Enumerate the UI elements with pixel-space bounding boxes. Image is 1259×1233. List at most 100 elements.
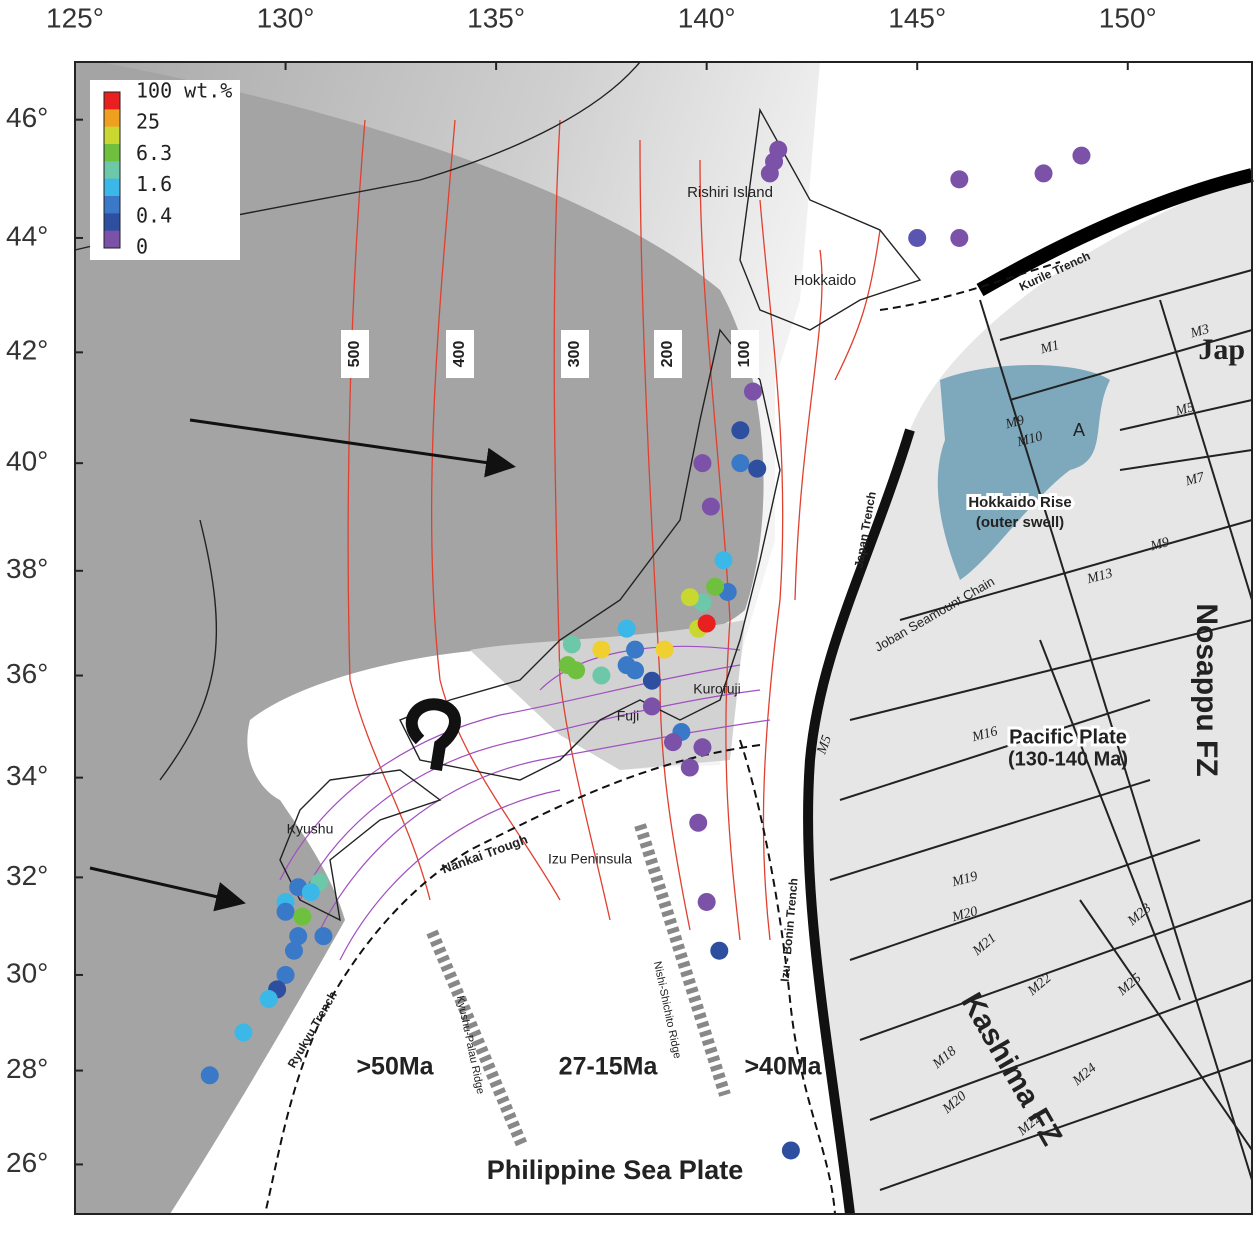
sample-point — [276, 902, 295, 921]
sample-point — [301, 883, 320, 902]
colorbar-label: 25 — [136, 110, 160, 134]
sample-point — [748, 459, 767, 478]
sample-point — [592, 640, 611, 659]
sample-point — [200, 1066, 219, 1085]
x-tick-label: 135° — [467, 2, 525, 33]
contour-label: 400 — [451, 341, 468, 368]
anomaly-label: M10 — [1015, 429, 1045, 450]
map-label: Rishiri Island — [687, 184, 773, 201]
y-tick-label: 28° — [6, 1053, 48, 1084]
sample-point — [689, 813, 708, 832]
colorbar-label: 100 wt.% — [136, 79, 232, 103]
sample-point — [626, 661, 645, 680]
anomaly-label: M9 — [1003, 413, 1026, 433]
colorbar-swatch — [104, 196, 120, 214]
sample-point — [289, 927, 308, 946]
anomaly-label: M7 — [1183, 470, 1207, 490]
sample-point — [276, 965, 295, 984]
coastline — [74, 61, 922, 922]
sample-point — [701, 497, 720, 516]
anomaly-label: M3 — [1188, 322, 1211, 342]
colorbar-label: 0 — [136, 235, 148, 259]
anomaly-label: M5 — [1173, 400, 1196, 420]
hokkaido-rise — [937, 365, 1110, 580]
map-label: Jap — [1198, 333, 1245, 366]
y-tick-label: 32° — [6, 860, 48, 891]
y-tick-label: 30° — [6, 957, 48, 988]
sample-point — [562, 635, 581, 654]
trench-edge — [976, 168, 1254, 297]
question-mark — [405, 698, 461, 771]
map-label: Philippine Sea Plate — [487, 1155, 744, 1185]
anomaly-label: M1 — [1038, 338, 1061, 358]
sample-point — [950, 228, 969, 247]
map-label: 27-15Ma — [559, 1053, 659, 1081]
sample-point — [234, 1023, 253, 1042]
sample-point — [693, 454, 712, 473]
colorbar-swatch — [104, 213, 120, 232]
seafloor-lineations — [829, 269, 1253, 1191]
colorbar-label: 6.3 — [136, 141, 172, 165]
map-label: Pacific Plate — [1009, 726, 1127, 748]
colorbar-swatch — [104, 92, 120, 110]
sample-point — [655, 640, 674, 659]
sample-point — [760, 164, 779, 183]
contour-label-box — [341, 330, 369, 378]
sample-point — [697, 892, 716, 911]
contour-label-box — [446, 330, 474, 378]
map-label: Izu Peninsula — [548, 851, 632, 867]
background — [74, 61, 1254, 1215]
y-tick-label: 40° — [6, 446, 48, 477]
colorbar-outline — [103, 91, 121, 249]
sample-point — [693, 738, 712, 757]
colorbar-swatch — [104, 230, 120, 249]
map-frame — [74, 61, 1253, 1215]
colorbar-swatch — [104, 126, 120, 145]
map-label: >50Ma — [356, 1053, 434, 1081]
sample-point — [714, 551, 733, 570]
contour-label-box — [561, 330, 589, 378]
sample-point — [781, 1141, 800, 1160]
x-tick-label: 145° — [888, 2, 946, 33]
y-tick-label: 46° — [6, 102, 48, 133]
anomaly-label: M9 — [1148, 535, 1171, 555]
x-tick-label: 125° — [46, 2, 104, 33]
anomaly-label: M16 — [970, 724, 1000, 745]
sample-point — [731, 421, 750, 440]
y-tick-label: 36° — [6, 658, 48, 689]
y-tick-label: 34° — [6, 760, 48, 791]
sample-point — [1034, 164, 1053, 183]
sample-point — [617, 619, 636, 638]
colorbar-swatch — [104, 178, 120, 197]
ridges — [426, 823, 731, 1148]
colorbar-swatch — [104, 109, 120, 128]
sample-point — [284, 941, 303, 960]
map-label: Hokkaido — [794, 272, 857, 289]
y-tick-label: 26° — [6, 1147, 48, 1178]
map-label: Nosappu FZ — [1190, 603, 1223, 776]
dark-shading — [75, 62, 764, 1214]
colorbar-label: 1.6 — [136, 172, 172, 196]
trench-lines — [264, 261, 1061, 1215]
anomaly-label: M19 — [950, 869, 980, 890]
y-tick-label: 44° — [6, 220, 48, 251]
x-tick-label: 140° — [678, 2, 736, 33]
sample-point — [710, 941, 729, 960]
colorbar: 100 wt.% 25 6.3 1.6 0.4 0 — [90, 79, 240, 260]
map-label: (outer swell) — [976, 514, 1064, 531]
sample-point — [314, 927, 333, 946]
sample-point — [1072, 146, 1091, 165]
map-label: Kyushu — [287, 821, 334, 837]
sample-point — [567, 661, 586, 680]
map-label: Hokkaido Rise — [968, 494, 1071, 511]
sample-point — [697, 614, 716, 633]
y-tick-label: 38° — [6, 553, 48, 584]
anomaly-label: M13 — [1085, 566, 1115, 587]
anomaly-label: M20 — [950, 904, 980, 925]
sample-point — [663, 733, 682, 752]
map-label: (130-140 Ma) — [1008, 748, 1128, 770]
sample-point — [950, 170, 969, 189]
trench-edge — [803, 428, 915, 1215]
sample-point — [642, 697, 661, 716]
